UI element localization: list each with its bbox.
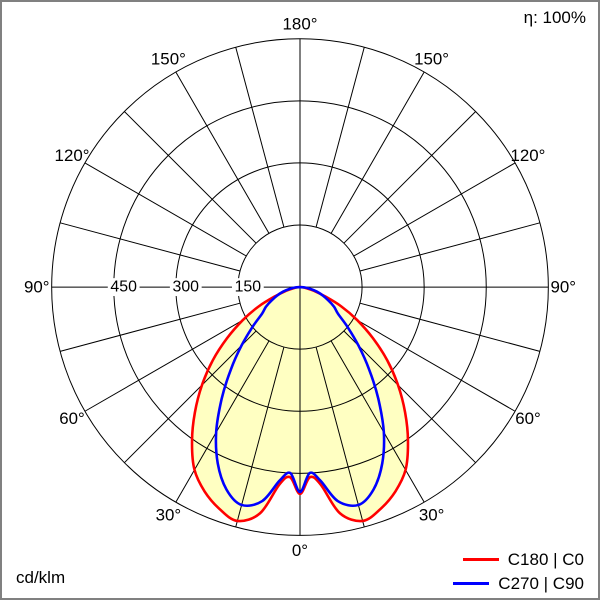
legend-line-blue bbox=[453, 582, 490, 585]
radial-tick-label: 300 bbox=[173, 279, 200, 296]
radial-tick-labels: 450 300 150 bbox=[107, 278, 264, 297]
angle-label: 60° bbox=[515, 409, 541, 428]
angle-label: 120° bbox=[511, 146, 546, 165]
intensity-curves bbox=[190, 285, 410, 523]
angle-label: 120° bbox=[55, 146, 90, 165]
c0-c180-curve bbox=[190, 285, 410, 523]
c90-c270-curve bbox=[214, 285, 386, 508]
angle-label: 30° bbox=[419, 506, 445, 525]
legend-label-c0-c180: C180 | C0 bbox=[507, 550, 584, 569]
legend-item-c90-c270: C270 | C90 bbox=[453, 575, 584, 592]
legend-item-c0-c180: C180 | C0 bbox=[453, 551, 584, 568]
angle-label: 0° bbox=[292, 541, 308, 560]
radial-tick-label: 150 bbox=[235, 279, 262, 296]
efficiency-label: η: 100% bbox=[523, 8, 586, 27]
angle-label: 60° bbox=[59, 409, 85, 428]
legend-label-c90-c270: C270 | C90 bbox=[498, 574, 584, 593]
angle-label: 30° bbox=[156, 506, 182, 525]
angle-label: 150° bbox=[151, 50, 186, 69]
radial-tick-label: 450 bbox=[110, 279, 137, 296]
angle-label: 90° bbox=[24, 278, 50, 297]
angle-label: 180° bbox=[283, 14, 318, 33]
legend-line-red bbox=[462, 558, 499, 561]
angle-labels: 0° 30° 30° 60° 60° 90° 90° 120° 120° 150° 150° 180° bbox=[24, 14, 576, 559]
angle-label: 90° bbox=[550, 278, 576, 297]
angle-label: 150° bbox=[414, 50, 449, 69]
polar-grid bbox=[51, 38, 549, 536]
legend: C180 | C0 C270 | C90 bbox=[453, 551, 584, 592]
unit-label: cd/klm bbox=[16, 568, 66, 587]
